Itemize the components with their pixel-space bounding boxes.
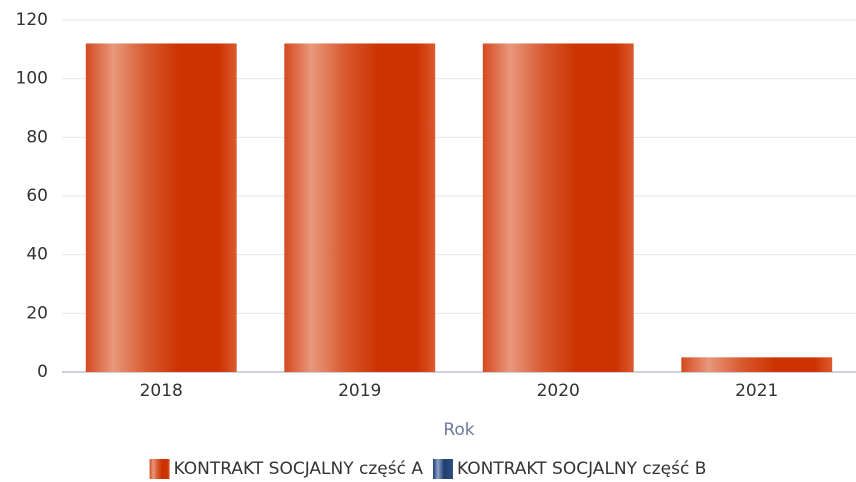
x-tick-label: 2020: [537, 381, 580, 401]
y-tick-label: 20: [26, 303, 48, 323]
y-tick-label: 40: [26, 245, 48, 265]
x-axis-label: Rok: [443, 420, 474, 440]
x-tick-label: 2018: [140, 381, 183, 401]
y-tick-label: 60: [26, 186, 48, 206]
x-tick-label: 2021: [735, 381, 778, 401]
y-tick-label: 0: [37, 362, 48, 382]
legend: KONTRAKT SOCJALNY część A KONTRAKT SOCJAL…: [149, 459, 706, 479]
bar: [284, 43, 436, 372]
legend-swatch: [149, 459, 170, 479]
x-tick-label: 2019: [338, 381, 381, 401]
bar: [85, 43, 237, 372]
y-tick-label: 100: [16, 69, 48, 89]
legend-label: KONTRAKT SOCJALNY część A: [174, 459, 424, 479]
bar: [482, 43, 634, 372]
legend-swatch: [432, 459, 453, 479]
bar: [681, 357, 833, 372]
legend-label: KONTRAKT SOCJALNY część B: [457, 459, 706, 479]
y-tick-label: 80: [26, 127, 48, 147]
y-tick-label: 120: [16, 10, 48, 30]
